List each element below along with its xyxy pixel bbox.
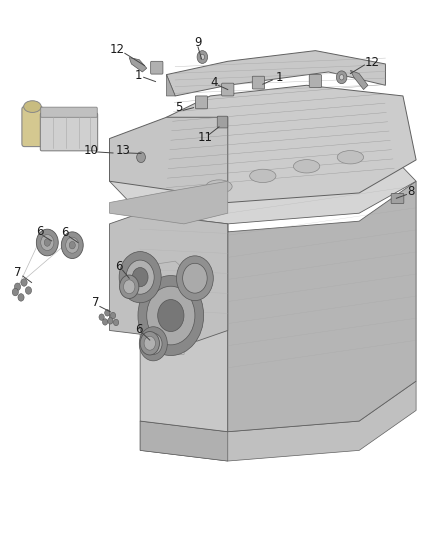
- FancyBboxPatch shape: [391, 193, 404, 204]
- Text: 12: 12: [365, 56, 380, 69]
- Text: 5: 5: [175, 101, 182, 114]
- Circle shape: [25, 287, 32, 294]
- Circle shape: [108, 318, 113, 324]
- Text: 9: 9: [194, 36, 202, 49]
- Circle shape: [144, 336, 155, 350]
- Circle shape: [44, 239, 50, 246]
- FancyBboxPatch shape: [222, 83, 234, 96]
- Text: 1: 1: [134, 69, 142, 82]
- FancyBboxPatch shape: [22, 107, 43, 147]
- FancyBboxPatch shape: [151, 61, 163, 74]
- Ellipse shape: [24, 101, 41, 112]
- Circle shape: [197, 51, 208, 63]
- Text: 6: 6: [61, 227, 69, 239]
- Polygon shape: [228, 181, 416, 432]
- Circle shape: [120, 275, 139, 298]
- Polygon shape: [166, 85, 416, 203]
- Polygon shape: [350, 70, 368, 90]
- Circle shape: [147, 286, 195, 345]
- Text: 13: 13: [116, 144, 131, 157]
- Circle shape: [145, 333, 162, 354]
- Circle shape: [139, 327, 167, 361]
- Circle shape: [66, 237, 79, 253]
- Polygon shape: [110, 181, 228, 224]
- Circle shape: [126, 260, 154, 294]
- Text: 10: 10: [84, 144, 99, 157]
- Circle shape: [14, 283, 21, 290]
- Circle shape: [339, 75, 344, 80]
- Circle shape: [102, 319, 108, 325]
- Text: 11: 11: [198, 131, 212, 144]
- Ellipse shape: [250, 169, 276, 182]
- Circle shape: [137, 152, 145, 163]
- Polygon shape: [129, 58, 147, 72]
- Circle shape: [36, 229, 58, 256]
- Text: 6: 6: [115, 260, 123, 273]
- Circle shape: [138, 276, 204, 356]
- Ellipse shape: [337, 150, 364, 164]
- Circle shape: [124, 280, 135, 294]
- Circle shape: [12, 288, 18, 296]
- Circle shape: [132, 268, 148, 287]
- Text: 1: 1: [276, 71, 283, 84]
- Circle shape: [177, 256, 213, 301]
- Polygon shape: [166, 51, 385, 96]
- Circle shape: [41, 235, 54, 251]
- Circle shape: [21, 279, 27, 286]
- Polygon shape: [110, 149, 416, 224]
- Ellipse shape: [206, 180, 232, 193]
- Polygon shape: [166, 75, 175, 96]
- FancyBboxPatch shape: [309, 75, 321, 87]
- Polygon shape: [140, 421, 228, 461]
- Circle shape: [113, 319, 119, 326]
- Ellipse shape: [293, 160, 320, 173]
- Text: 4: 4: [210, 76, 218, 89]
- Circle shape: [183, 263, 207, 293]
- Circle shape: [110, 312, 116, 319]
- FancyBboxPatch shape: [40, 113, 98, 151]
- Circle shape: [336, 71, 347, 84]
- Circle shape: [61, 232, 83, 259]
- FancyBboxPatch shape: [41, 107, 97, 117]
- Text: 7: 7: [92, 296, 99, 309]
- FancyBboxPatch shape: [217, 116, 228, 128]
- Polygon shape: [140, 381, 416, 461]
- Polygon shape: [110, 117, 228, 192]
- Text: 8: 8: [407, 185, 414, 198]
- Text: 12: 12: [110, 43, 125, 55]
- Text: 7: 7: [14, 266, 21, 279]
- Text: 6: 6: [135, 323, 143, 336]
- Circle shape: [200, 54, 205, 60]
- FancyBboxPatch shape: [195, 96, 208, 109]
- Circle shape: [105, 310, 110, 316]
- Circle shape: [18, 294, 24, 301]
- FancyBboxPatch shape: [252, 76, 265, 89]
- Circle shape: [158, 300, 184, 332]
- Circle shape: [119, 252, 161, 303]
- Text: 6: 6: [35, 225, 43, 238]
- Circle shape: [69, 241, 75, 249]
- Circle shape: [140, 332, 159, 355]
- Polygon shape: [110, 213, 228, 341]
- Polygon shape: [140, 213, 228, 432]
- Circle shape: [99, 314, 104, 320]
